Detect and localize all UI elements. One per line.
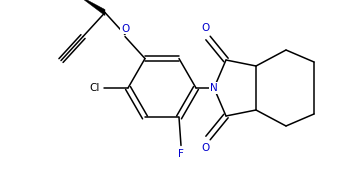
Text: Cl: Cl: [90, 83, 100, 93]
Text: O: O: [202, 143, 210, 153]
Text: O: O: [202, 23, 210, 33]
Polygon shape: [77, 0, 105, 16]
Text: N: N: [210, 83, 218, 93]
Text: F: F: [178, 149, 184, 159]
Text: O: O: [121, 24, 129, 33]
